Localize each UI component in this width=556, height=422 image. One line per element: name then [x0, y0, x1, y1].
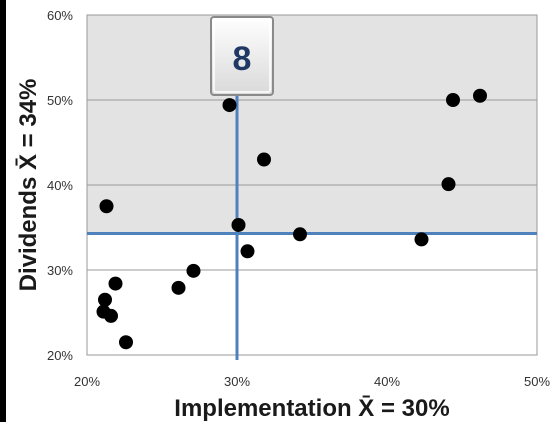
- x-tick-label: 50%: [524, 374, 550, 389]
- x-axis-title: Implementation X̄ = 30%: [174, 395, 449, 422]
- data-point: [98, 292, 112, 307]
- y-tick-label: 60%: [47, 8, 73, 23]
- data-point: [171, 280, 186, 295]
- data-point: [293, 227, 307, 242]
- y-tick-label: 50%: [47, 93, 73, 108]
- badge-label: 8: [233, 40, 252, 78]
- data-point: [441, 177, 456, 192]
- upper-shaded-region: [87, 15, 537, 234]
- data-point: [186, 263, 201, 278]
- y-tick-labels: 20% 30% 40% 50% 60%: [47, 8, 73, 363]
- data-point: [119, 335, 133, 350]
- data-point: [108, 276, 123, 291]
- x-tick-label: 30%: [224, 374, 250, 389]
- plot-border: [86, 14, 538, 356]
- data-point: [99, 199, 114, 214]
- data-point: [240, 244, 255, 259]
- data-point: [104, 308, 118, 323]
- y-tick-label: 40%: [47, 178, 73, 193]
- number-badge: 8: [210, 16, 274, 96]
- x-tick-labels: 20% 30% 40% 50%: [74, 374, 550, 389]
- data-point: [414, 232, 429, 247]
- y-axis-title: Dividends X̄ = 34%: [15, 79, 42, 292]
- data-point: [257, 152, 271, 167]
- x-tick-label: 40%: [374, 374, 400, 389]
- data-points: [96, 88, 487, 350]
- data-point: [473, 88, 487, 103]
- data-point: [222, 98, 237, 113]
- x-tick-label: 20%: [74, 374, 100, 389]
- left-frame-bar: [0, 0, 6, 422]
- y-tick-label: 30%: [47, 263, 73, 278]
- y-tick-label: 20%: [47, 348, 73, 363]
- data-point: [231, 217, 246, 232]
- data-point: [446, 93, 460, 107]
